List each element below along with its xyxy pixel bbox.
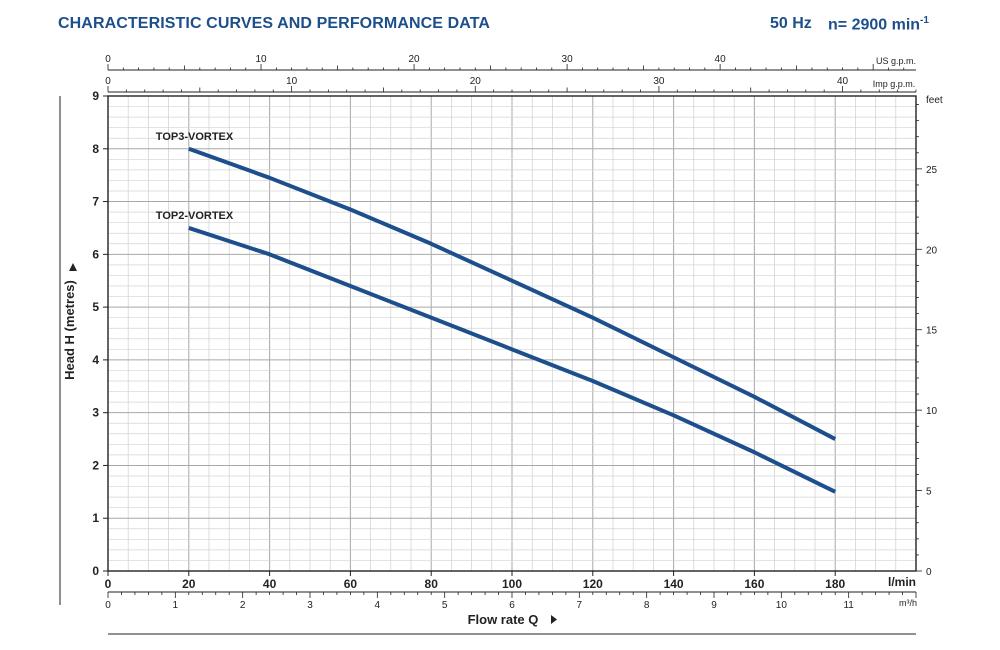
imp-gpm-tick-label: 30 [653,76,665,87]
m3h-tick-label: 10 [776,600,788,611]
x-unit-label: l/min [888,575,916,589]
speed-exponent: -1 [920,15,929,26]
feet-tick-label: 0 [926,567,932,578]
y-tick-label: 8 [92,142,99,156]
x-tick-label: 0 [105,577,112,591]
imp-gpm-tick-label: 0 [105,76,111,87]
y-tick-label: 9 [92,89,99,103]
series-line [188,226,837,494]
y-tick-label: 4 [92,353,99,367]
y-tick-label: 5 [92,300,99,314]
series-line [188,146,837,441]
x-tick-label: 140 [664,577,684,591]
feet-tick-label: 5 [926,487,932,498]
us-gpm-unit-label: US g.p.m. [876,56,916,66]
imp-gpm-unit-label: Imp g.p.m. [873,79,916,89]
feet-tick-label: 10 [926,406,938,417]
y-axis-label: Head H (metres) [62,280,77,380]
y-tick-label: 7 [92,195,99,209]
us-gpm-tick-label: 30 [562,54,574,65]
x-tick-label: 40 [263,577,277,591]
x-tick-label: 100 [502,577,522,591]
y-tick-label: 1 [92,511,99,525]
m3h-tick-label: 11 [843,600,854,611]
m3h-tick-label: 9 [711,600,717,611]
m3h-tick-label: 0 [105,600,111,611]
page-title: CHARACTERISTIC CURVES AND PERFORMANCE DA… [58,15,491,32]
m3h-tick-label: 8 [644,600,650,611]
m3h-tick-label: 1 [173,600,179,611]
frequency-label: 50 Hz [770,15,812,32]
x-tick-label: 120 [583,577,603,591]
x-axis-arrow-icon [551,615,557,624]
us-gpm-tick-label: 20 [408,54,420,65]
feet-tick-label: 15 [926,326,938,337]
y-tick-label: 6 [92,247,99,261]
feet-tick-label: 20 [926,245,938,256]
m3h-tick-label: 2 [240,600,246,611]
speed-text: n= 2900 min [828,16,921,34]
feet-tick-label: 25 [926,165,938,176]
m3h-tick-label: 4 [375,600,381,611]
y-tick-label: 2 [92,458,99,472]
us-gpm-tick-label: 40 [715,54,727,65]
y-tick-label: 0 [92,564,99,578]
y-axis-arrow-icon [69,263,77,271]
imp-gpm-tick-label: 40 [837,76,849,87]
x-tick-label: 80 [425,577,439,591]
x-tick-label: 160 [744,577,764,591]
x-axis-label: Flow rate Q [468,612,539,627]
feet-unit-label: feet [926,95,943,106]
x-tick-label: 180 [825,577,845,591]
us-gpm-tick-label: 0 [105,54,111,65]
m3h-tick-label: 5 [442,600,448,611]
x-tick-label: 60 [344,577,358,591]
m3h-unit-label: m³/h [899,598,917,608]
m3h-tick-label: 3 [307,600,313,611]
imp-gpm-tick-label: 20 [470,76,482,87]
m3h-tick-label: 7 [577,600,583,611]
speed-label: n= 2900 min-1 [828,15,929,34]
series-label: TOP3-VORTEX [156,131,234,143]
m3h-tick-label: 6 [509,600,515,611]
imp-gpm-tick-label: 10 [286,76,298,87]
us-gpm-tick-label: 10 [255,54,267,65]
y-tick-label: 3 [92,406,99,420]
series-label: TOP2-VORTEX [156,210,234,222]
x-tick-label: 20 [182,577,196,591]
